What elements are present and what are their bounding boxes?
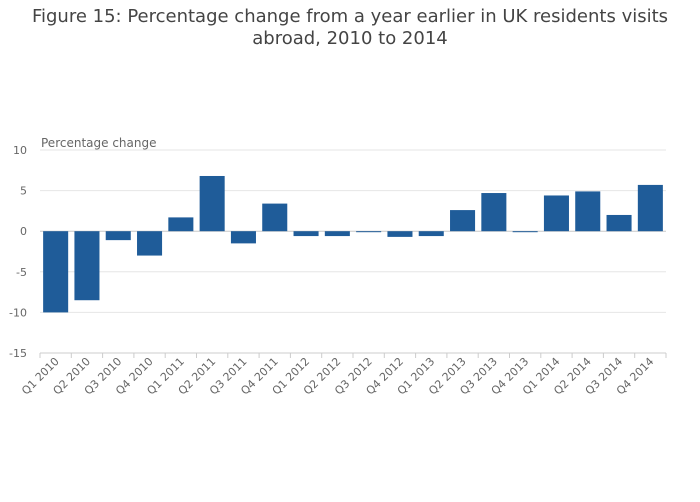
bar[interactable]: [74, 231, 100, 301]
bar[interactable]: [293, 231, 319, 237]
bar[interactable]: [230, 231, 256, 244]
bar[interactable]: [606, 214, 632, 232]
y-tick-label: -10: [9, 306, 27, 319]
bars: [43, 175, 663, 313]
y-tick-label: 0: [20, 225, 27, 238]
bar[interactable]: [43, 231, 69, 313]
y-tick-label: 5: [20, 185, 27, 198]
bar[interactable]: [450, 210, 476, 232]
grid-lines: [40, 149, 666, 313]
bar[interactable]: [168, 217, 194, 232]
y-tick-label: 10: [13, 144, 27, 157]
chart-title: Figure 15: Percentage change from a year…: [0, 6, 700, 50]
bar[interactable]: [137, 231, 163, 256]
bar[interactable]: [543, 195, 569, 232]
y-tick-labels: 10 5 0 -5 -10 -15: [9, 144, 27, 360]
bar[interactable]: [512, 231, 538, 233]
bar[interactable]: [262, 203, 288, 232]
bar[interactable]: [481, 193, 507, 232]
chart-title-line-2: abroad, 2010 to 2014: [252, 28, 448, 49]
bar[interactable]: [199, 175, 225, 232]
bar[interactable]: [324, 231, 350, 237]
bar[interactable]: [575, 191, 601, 232]
bar[interactable]: [105, 231, 131, 241]
bar[interactable]: [387, 231, 413, 237]
y-tick-label: -15: [9, 347, 27, 360]
bar[interactable]: [356, 231, 382, 233]
chart-title-line-1: Figure 15: Percentage change from a year…: [31, 6, 669, 27]
x-axis: [39, 352, 667, 358]
y-tick-label: -5: [16, 266, 27, 279]
bar[interactable]: [418, 231, 444, 237]
bar[interactable]: [637, 184, 663, 232]
y-axis-label: Percentage change: [41, 136, 156, 150]
